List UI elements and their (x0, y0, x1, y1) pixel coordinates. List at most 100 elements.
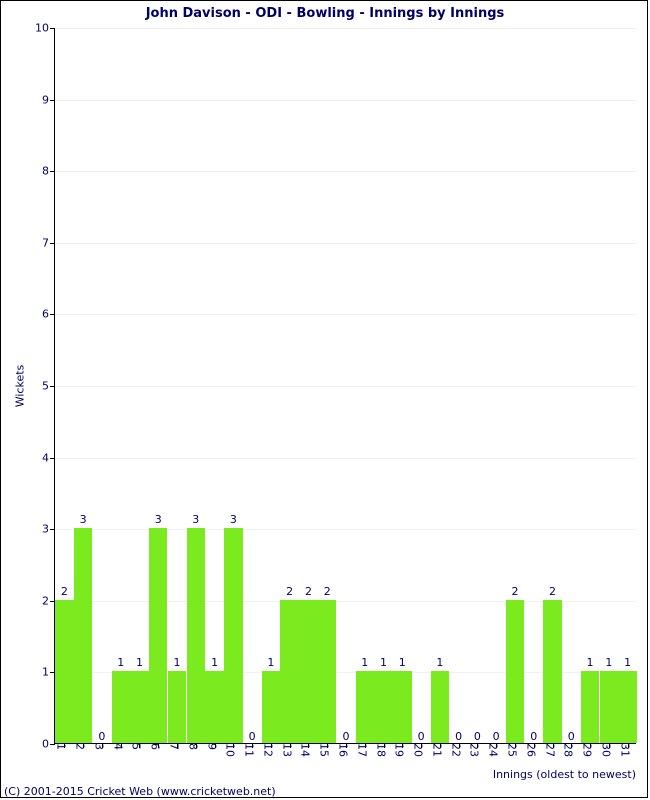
bar-value-label: 1 (436, 656, 443, 671)
bar-value-label: 2 (305, 585, 312, 600)
gridline (55, 171, 636, 172)
x-tick-label: 4 (111, 743, 130, 750)
x-tick-label: 12 (261, 743, 280, 757)
x-tick-label: 28 (562, 743, 581, 757)
x-tick-label: 11 (243, 743, 262, 757)
x-tick-label: 15 (318, 743, 337, 757)
x-tick-label: 13 (280, 743, 299, 757)
x-tick-label: 21 (430, 743, 449, 757)
bar-value-label: 2 (549, 585, 556, 600)
bar-value-label: 0 (98, 730, 105, 743)
bar-value-label: 2 (286, 585, 293, 600)
bar: 1 (205, 671, 223, 743)
x-tick-label: 5 (130, 743, 149, 750)
bar: 1 (618, 671, 636, 743)
y-tick-label: 7 (42, 236, 55, 249)
bar: 1 (168, 671, 186, 743)
bar: 1 (112, 671, 130, 743)
x-tick-label: 6 (149, 743, 168, 750)
bar: 2 (55, 600, 73, 743)
bar-value-label: 1 (587, 656, 594, 671)
bar-value-label: 1 (211, 656, 218, 671)
bar-zero: 0 (337, 742, 355, 743)
bar-value-label: 3 (192, 513, 199, 528)
bar-value-label: 1 (267, 656, 274, 671)
bar: 1 (262, 671, 280, 743)
bar-value-label: 1 (380, 656, 387, 671)
bar: 3 (187, 528, 205, 743)
gridline (55, 314, 636, 315)
x-tick-label: 31 (618, 743, 637, 757)
x-tick-label: 24 (487, 743, 506, 757)
bar-value-label: 0 (474, 730, 481, 743)
bar-zero: 0 (412, 742, 430, 743)
bar-zero: 0 (525, 742, 543, 743)
y-tick-label: 6 (42, 308, 55, 321)
bar-value-label: 1 (605, 656, 612, 671)
bar-value-label: 3 (155, 513, 162, 528)
chart-title: John Davison - ODI - Bowling - Innings b… (0, 6, 650, 21)
bar-value-label: 2 (511, 585, 518, 600)
y-tick-label: 9 (42, 93, 55, 106)
footer-text: (C) 2001-2015 Cricket Web (www.cricketwe… (4, 785, 276, 798)
gridline (55, 100, 636, 101)
bar-value-label: 0 (249, 730, 256, 743)
x-tick-label: 8 (186, 743, 205, 750)
bar-zero: 0 (243, 742, 261, 743)
x-tick-label: 3 (92, 743, 111, 750)
x-tick-label: 20 (412, 743, 431, 757)
bar-value-label: 2 (61, 585, 68, 600)
x-tick-label: 16 (337, 743, 356, 757)
bar-value-label: 0 (342, 730, 349, 743)
bar-zero: 0 (562, 742, 580, 743)
gridline (55, 458, 636, 459)
bar-value-label: 2 (324, 585, 331, 600)
x-tick-label: 22 (449, 743, 468, 757)
bar: 1 (600, 671, 618, 743)
x-tick-label: 23 (468, 743, 487, 757)
plot-area: 0123456789101223304151637183911031101211… (54, 28, 636, 744)
x-tick-label: 25 (505, 743, 524, 757)
y-tick-label: 2 (42, 594, 55, 607)
x-tick-label: 30 (599, 743, 618, 757)
x-tick-label: 18 (374, 743, 393, 757)
gridline (55, 28, 636, 29)
y-tick-label: 3 (42, 523, 55, 536)
bar: 2 (299, 600, 317, 743)
bar-value-label: 0 (418, 730, 425, 743)
bar: 1 (356, 671, 374, 743)
x-tick-label: 29 (581, 743, 600, 757)
bar: 1 (393, 671, 411, 743)
bar-value-label: 3 (230, 513, 237, 528)
bar: 1 (431, 671, 449, 743)
bar-zero: 0 (468, 742, 486, 743)
bar-value-label: 1 (361, 656, 368, 671)
bar: 3 (149, 528, 167, 743)
y-tick-label: 8 (42, 165, 55, 178)
bar-value-label: 1 (399, 656, 406, 671)
x-tick-label: 19 (393, 743, 412, 757)
bar: 2 (506, 600, 524, 743)
bar-zero: 0 (93, 742, 111, 743)
bar-value-label: 1 (174, 656, 181, 671)
x-tick-label: 1 (55, 743, 74, 750)
bar: 2 (318, 600, 336, 743)
bar: 1 (374, 671, 392, 743)
x-tick-label: 2 (74, 743, 93, 750)
bar-zero: 0 (487, 742, 505, 743)
bar-value-label: 1 (136, 656, 143, 671)
x-tick-label: 14 (299, 743, 318, 757)
bar-value-label: 3 (80, 513, 87, 528)
bar-value-label: 0 (568, 730, 575, 743)
y-tick-label: 4 (42, 451, 55, 464)
bar: 1 (581, 671, 599, 743)
y-tick-label: 10 (35, 22, 55, 35)
gridline (55, 529, 636, 530)
bar: 3 (74, 528, 92, 743)
bar-value-label: 0 (530, 730, 537, 743)
bar: 3 (224, 528, 242, 743)
bar: 2 (543, 600, 561, 743)
bar-value-label: 1 (117, 656, 124, 671)
y-tick-label: 5 (42, 380, 55, 393)
bar-value-label: 0 (455, 730, 462, 743)
